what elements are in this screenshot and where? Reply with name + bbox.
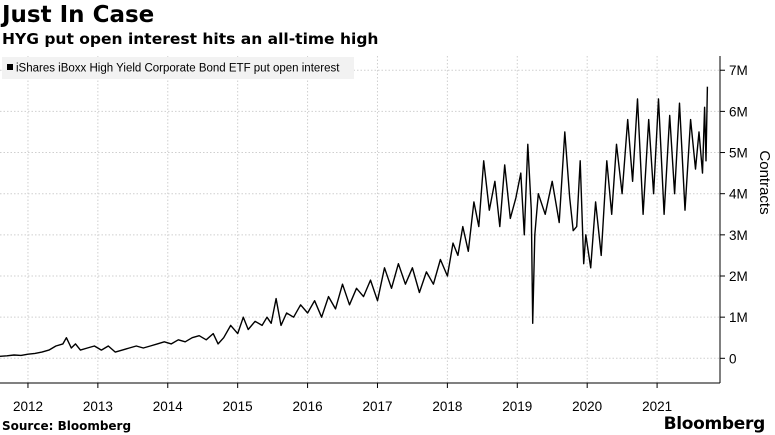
series-line <box>0 86 709 357</box>
y-tick-label: 5M <box>729 146 748 161</box>
x-tick-label: 2020 <box>572 399 602 414</box>
legend-label: iShares iBoxx High Yield Corporate Bond … <box>16 63 340 75</box>
x-tick-label: 2016 <box>293 399 323 414</box>
y-axis-label: Contracts <box>756 150 773 214</box>
y-tick-label: 4M <box>729 187 748 202</box>
line-chart: 0 1M 2M 3M 4M 5M 6M 7M 2012 2013 2014 2015 2016 2017 2… <box>0 56 773 414</box>
y-tick-label: 0 <box>729 351 737 366</box>
legend-swatch <box>7 64 13 70</box>
bloomberg-logo: Bloomberg <box>663 414 766 434</box>
source-note: Source: Bloomberg <box>2 419 132 433</box>
grid-lines <box>0 56 720 383</box>
x-tick-label: 2012 <box>13 399 43 414</box>
chart-subtitle: HYG put open interest hits an all-time h… <box>2 30 379 48</box>
y-tick-label: 2M <box>729 269 748 284</box>
legend: iShares iBoxx High Yield Corporate Bond … <box>2 57 354 79</box>
x-tick-label: 2013 <box>83 399 113 414</box>
x-tick-label: 2021 <box>642 399 672 414</box>
chart-title: Just In Case <box>2 2 155 28</box>
x-tick-label: 2014 <box>153 399 184 414</box>
x-tick-label: 2017 <box>362 399 392 414</box>
legend-background <box>2 57 354 79</box>
y-tick-label: 6M <box>729 104 748 119</box>
y-tick-label: 7M <box>729 63 748 78</box>
series-layer <box>0 86 709 357</box>
axis: 0 1M 2M 3M 4M 5M 6M 7M 2012 2013 2014 2015 2016 2017 2… <box>0 56 748 414</box>
x-tick-label: 2019 <box>502 399 532 414</box>
y-tick-label: 3M <box>729 228 748 243</box>
y-tick-label: 1M <box>729 310 748 325</box>
x-tick-label: 2018 <box>432 399 462 414</box>
x-tick-label: 2015 <box>223 399 253 414</box>
